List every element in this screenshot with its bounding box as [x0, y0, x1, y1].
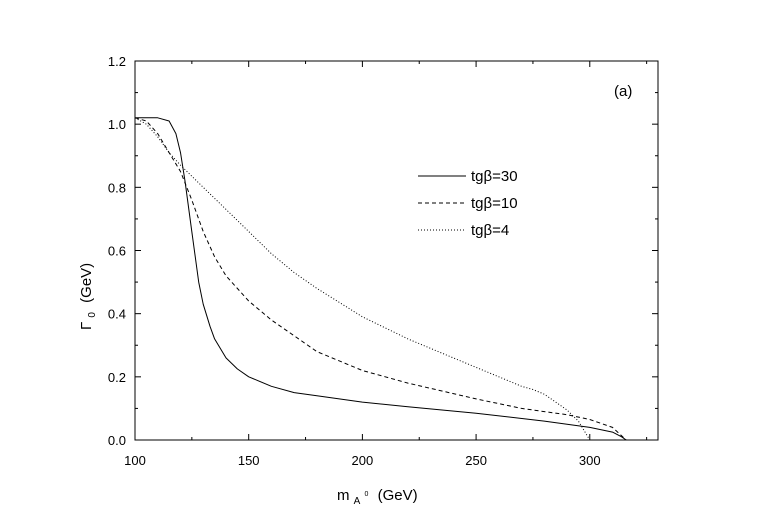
legend-label: tgβ=4 [471, 222, 509, 239]
x-tick-label: 100 [124, 453, 146, 468]
panel-label: (a) [614, 83, 632, 100]
y-axis: 0.0 0.2 0.4 0.6 0.8 1.0 1.2 [108, 54, 658, 448]
x-axis-title-unit: (GeV) [378, 487, 418, 504]
x-axis-title-main: m [337, 487, 350, 504]
y-tick-label: 0.2 [108, 370, 126, 385]
x-axis-title-sub: A [354, 496, 361, 507]
y-axis-title: Γ 0 (GeV) [78, 263, 99, 330]
y-tick-label: 1.2 [108, 54, 126, 69]
legend-label: tgβ=30 [471, 168, 518, 185]
y-axis-title-main: Γ [78, 322, 95, 330]
y-tick-label: 0.6 [108, 244, 126, 259]
series-line-2 [134, 117, 627, 441]
legend-label: tgβ=10 [471, 195, 518, 212]
x-tick-label: 200 [352, 453, 374, 468]
plot-frame [134, 60, 659, 441]
x-axis: 100 150 200 250 300 [124, 61, 648, 468]
x-tick-label: 150 [238, 453, 260, 468]
series-line-1 [135, 117, 627, 441]
y-tick-label: 0.0 [108, 433, 126, 448]
x-tick-label: 300 [579, 453, 601, 468]
y-axis-title-sub: 0 [87, 312, 98, 318]
legend: tgβ=30 tgβ=10 tgβ=4 [418, 168, 518, 239]
x-axis-title: m A 0 (GeV) [337, 483, 418, 508]
x-axis-title-sup: 0 [365, 491, 369, 498]
y-tick-label: 0.8 [108, 180, 126, 195]
y-tick-label: 0.4 [108, 307, 126, 322]
y-tick-label: 1.0 [108, 117, 126, 132]
series-layer [134, 117, 627, 441]
x-tick-label: 250 [465, 453, 487, 468]
series-line-3 [134, 117, 591, 441]
y-axis-title-unit: (GeV) [78, 263, 95, 303]
